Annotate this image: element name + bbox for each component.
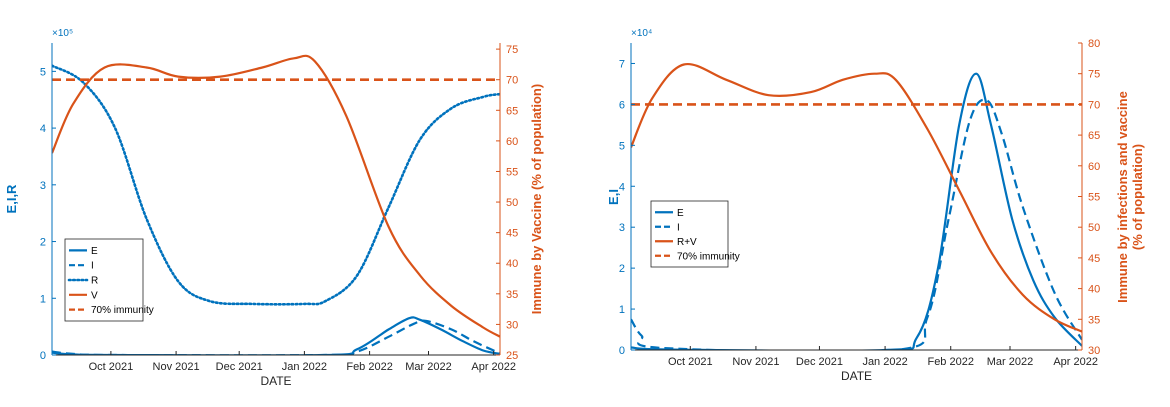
left-y-tick-label: 1 bbox=[40, 293, 46, 305]
x-tick-label: Mar 2022 bbox=[987, 356, 1033, 368]
legend-label: V bbox=[91, 290, 98, 301]
right-y-tick-label: 60 bbox=[506, 136, 518, 148]
right-y-tick-label: 65 bbox=[1088, 130, 1100, 142]
series-line-e bbox=[631, 72, 1082, 350]
left-y-multiplier: ×10⁵ bbox=[52, 28, 73, 39]
right-y-tick-label: 25 bbox=[506, 350, 518, 362]
right-y-tick-label: 50 bbox=[506, 197, 518, 209]
x-axis-label: DATE bbox=[260, 374, 291, 388]
right-panel: Oct 2021 Nov 2021 Dec 2021 Jan 2022 Feb 2022… bbox=[606, 28, 1145, 383]
left-y-tick-label: 5 bbox=[619, 140, 625, 152]
x-tick-label: Apr 2022 bbox=[471, 361, 516, 373]
right-y-tick-label: 30 bbox=[1088, 345, 1100, 357]
right-y-tick-label: 35 bbox=[1088, 314, 1100, 326]
x-tick-label: Dec 2021 bbox=[216, 361, 263, 373]
right-y-tick-label: 65 bbox=[506, 105, 518, 117]
left-y-tick-label: 0 bbox=[40, 350, 46, 362]
left-y-axis-label: E,I,R bbox=[4, 184, 19, 214]
legend: EI R+V 70% immunity bbox=[650, 200, 740, 268]
right-y-tick-label: 75 bbox=[1088, 69, 1100, 81]
series-line-i bbox=[631, 98, 1082, 350]
left-y-tick-label: 1 bbox=[619, 304, 625, 316]
series-lines bbox=[631, 62, 1082, 350]
left-y-tick-label: 4 bbox=[619, 181, 625, 193]
left-y-tick-label: 5 bbox=[40, 66, 46, 78]
legend-label: R bbox=[91, 276, 98, 287]
right-y-tick-label: 75 bbox=[506, 44, 518, 56]
left-y-tick-label: 3 bbox=[40, 180, 46, 192]
right-y-axis-label: (% of population) bbox=[1130, 144, 1145, 250]
right-y-tick-label: 50 bbox=[1088, 222, 1100, 234]
x-tick-label: Feb 2022 bbox=[927, 356, 973, 368]
x-tick-label: Jan 2022 bbox=[862, 356, 907, 368]
x-tick-label: Nov 2021 bbox=[153, 361, 200, 373]
left-y-tick-label: 6 bbox=[619, 99, 625, 111]
right-y-tick-label: 45 bbox=[1088, 253, 1100, 265]
right-y-tick-label: 30 bbox=[506, 319, 518, 331]
left-y-tick-label: 3 bbox=[619, 222, 625, 234]
x-tick-label: Mar 2022 bbox=[405, 361, 451, 373]
legend-label: E bbox=[91, 246, 98, 257]
x-tick-label: Apr 2022 bbox=[1053, 356, 1098, 368]
series-line-v bbox=[52, 54, 500, 338]
x-tick-label: Oct 2021 bbox=[89, 361, 134, 373]
right-y-tick-label: 35 bbox=[506, 289, 518, 301]
left-y-tick-label: 2 bbox=[619, 263, 625, 275]
x-tick-label: Jan 2022 bbox=[282, 361, 327, 373]
right-y-tick-label: 40 bbox=[506, 258, 518, 270]
left-y-tick-label: 4 bbox=[40, 123, 46, 135]
left-y-tick-label: 2 bbox=[40, 237, 46, 249]
x-tick-label: Oct 2021 bbox=[668, 356, 713, 368]
left-y-axis-label: E,I bbox=[606, 189, 621, 205]
legend-label: I bbox=[91, 261, 94, 272]
right-y-tick-label: 55 bbox=[1088, 192, 1100, 204]
right-y-tick-label: 60 bbox=[1088, 161, 1100, 173]
right-y-axis-label: Immune by infections and vaccine bbox=[1115, 91, 1130, 303]
right-y-tick-label: 80 bbox=[1088, 38, 1100, 50]
legend-label: E bbox=[677, 208, 684, 219]
right-y-tick-label: 70 bbox=[1088, 99, 1100, 111]
series-line-r bbox=[52, 64, 500, 306]
x-tick-label: Nov 2021 bbox=[732, 356, 779, 368]
right-y-tick-label: 55 bbox=[506, 166, 518, 178]
x-axis-label: DATE bbox=[841, 369, 872, 383]
left-y-multiplier: ×10⁴ bbox=[631, 28, 652, 39]
right-y-tick-label: 45 bbox=[506, 228, 518, 240]
right-y-axis-label: Immune by Vaccine (% of population) bbox=[529, 84, 544, 314]
legend-label: I bbox=[677, 222, 680, 233]
legend-label: R+V bbox=[677, 237, 697, 248]
right-y-tick-label: 70 bbox=[506, 75, 518, 87]
x-tick-label: Dec 2021 bbox=[796, 356, 843, 368]
legend-label: 70% immunity bbox=[91, 305, 154, 316]
left-panel: Oct 2021 Nov 2021 Dec 2021 Jan 2022 Feb 2022… bbox=[4, 28, 544, 388]
legend-label: 70% immunity bbox=[677, 251, 740, 262]
left-y-tick-label: 7 bbox=[619, 58, 625, 70]
left-y-tick-label: 0 bbox=[619, 345, 625, 357]
series-line-e bbox=[52, 316, 500, 355]
x-tick-label: Feb 2022 bbox=[346, 361, 392, 373]
right-y-tick-label: 40 bbox=[1088, 284, 1100, 296]
series-line-r-v bbox=[631, 62, 1082, 333]
